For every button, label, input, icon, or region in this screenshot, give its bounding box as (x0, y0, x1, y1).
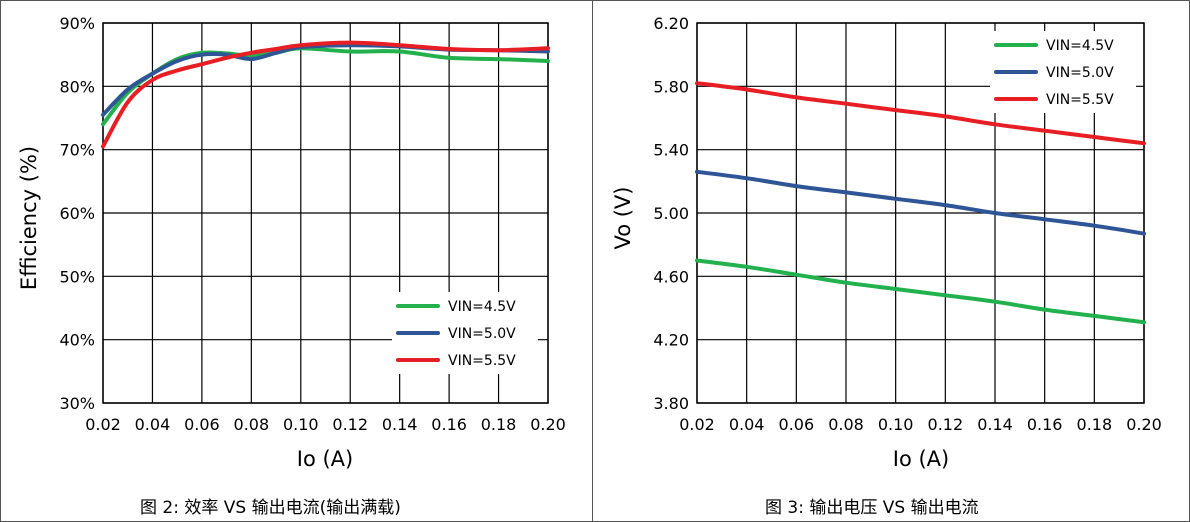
chart1-legend-label-1: VIN=4.5V (448, 299, 516, 315)
chart2-y-tick-label: 6.20 (653, 14, 689, 33)
chart1-y-tick-label: 50% (59, 267, 95, 286)
chart1-x-tick-label: 0.06 (184, 415, 220, 434)
chart1-y-tick-label: 40% (59, 331, 95, 350)
chart1-x-tick-label: 0.08 (234, 415, 270, 434)
chart1-legend-label-3: VIN=5.5V (448, 353, 516, 369)
chart2-x-tick-label: 0.18 (1077, 415, 1113, 434)
chart1-y-tick-label: 30% (59, 394, 95, 413)
chart1-x-tick-label: 0.04 (135, 415, 171, 434)
chart2-series-line-2 (695, 169, 1146, 236)
chart2-y-tick-label: 3.80 (653, 394, 689, 413)
caption-right: 图 3: 输出电压 VS 输出电流 (765, 498, 979, 518)
chart2-x-tick-label: 0.14 (977, 415, 1013, 434)
chart1-y-axis-label: Efficiency (%) (17, 146, 41, 290)
chart1-x-axis-label: Io (A) (297, 447, 353, 471)
chart2-x-tick-label: 0.10 (878, 415, 914, 434)
chart1-y-tick-label: 60% (59, 204, 95, 223)
chart2-y-tick-label: 5.00 (653, 204, 689, 223)
caption-left: 图 2: 效率 VS 输出电流(输出满载) (140, 498, 401, 518)
chart2-x-tick-label: 0.08 (828, 415, 864, 434)
panel-divider (592, 0, 593, 522)
chart1-x-tick-label: 0.10 (283, 415, 319, 434)
chart2-y-axis-label: Vo (V) (611, 186, 635, 249)
chart1-x-tick-label: 0.14 (382, 415, 418, 434)
chart1-x-tick-label: 0.02 (85, 415, 121, 434)
chart2-x-tick-label: 0.04 (729, 415, 765, 434)
chart1-x-tick-label: 0.18 (481, 415, 517, 434)
chart2-y-tick-label: 5.80 (653, 77, 689, 96)
chart2-x-tick-label: 0.06 (779, 415, 815, 434)
chart1-y-tick-label: 90% (59, 14, 95, 33)
chart1-series-line-2 (101, 43, 550, 117)
chart2-legend-label-1: VIN=4.5V (1046, 38, 1114, 54)
chart2-plot-area (696, 22, 1145, 404)
chart2-x-tick-label: 0.16 (1027, 415, 1063, 434)
chart2-x-tick-label: 0.12 (928, 415, 964, 434)
chart2-legend-label-3: VIN=5.5V (1046, 92, 1114, 108)
chart2-series-line-3 (695, 81, 1146, 146)
chart1-legend-label-2: VIN=5.0V (448, 326, 516, 342)
chart1-y-tick-label: 80% (59, 77, 95, 96)
chart2-y-tick-label: 4.60 (653, 267, 689, 286)
chart2-y-tick-label: 5.40 (653, 141, 689, 160)
chart1-x-tick-label: 0.16 (431, 415, 467, 434)
chart2-y-tick-label: 4.20 (653, 331, 689, 350)
chart2-x-axis-label: Io (A) (893, 447, 949, 471)
chart1-x-tick-label: 0.12 (332, 415, 368, 434)
chart1-plot-area (102, 22, 549, 404)
chart1-y-tick-label: 70% (59, 141, 95, 160)
chart1-x-tick-label: 0.20 (530, 415, 566, 434)
chart1-series-line-3 (101, 40, 550, 149)
chart2-series-line-1 (695, 258, 1146, 325)
chart2-x-tick-label: 0.20 (1126, 415, 1162, 434)
chart2-x-tick-label: 0.02 (679, 415, 715, 434)
chart2-legend-label-2: VIN=5.0V (1046, 65, 1114, 81)
